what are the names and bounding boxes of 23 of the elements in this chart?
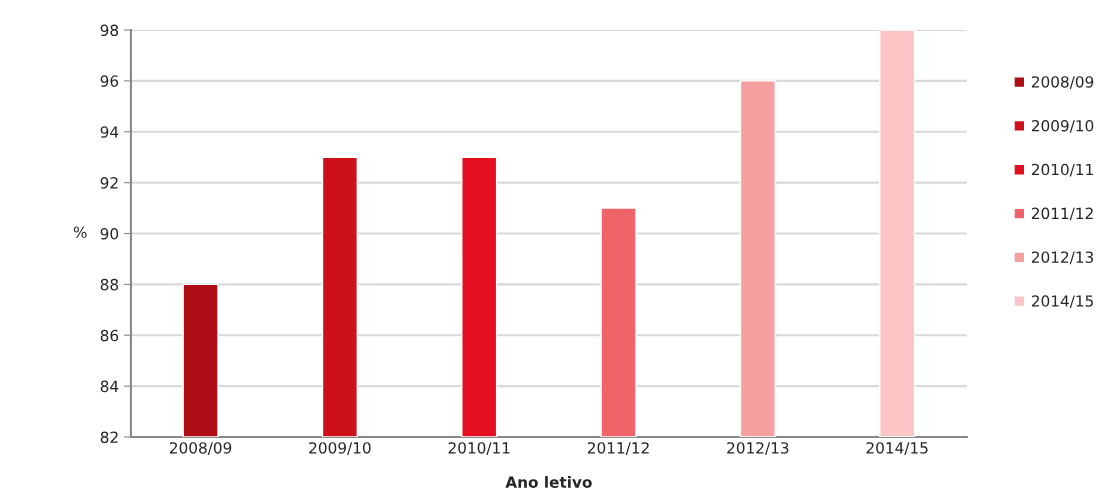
y-tick-label: 90 (100, 227, 119, 240)
y-tick-label: 88 (100, 278, 119, 291)
y-tick-label: 82 (100, 431, 118, 444)
x-tick-label: 2010/11 (448, 442, 510, 455)
legend-label: 2014/15 (1031, 295, 1093, 308)
x-axis-title: Ano letivo (505, 476, 592, 488)
x-tick-label: 2009/10 (309, 442, 371, 455)
y-tick-label: 84 (100, 380, 119, 393)
y-tick-label: 96 (100, 75, 119, 87)
y-tick-label: 98 (100, 24, 119, 37)
x-tick-label: 2008/09 (169, 442, 232, 455)
legend-label: 2008/09 (1031, 76, 1094, 89)
legend-label: 2010/11 (1031, 163, 1093, 177)
legend-label: 2009/10 (1031, 119, 1094, 133)
x-tick-label: 2012/13 (727, 442, 789, 455)
y-tick-label: 94 (100, 126, 119, 138)
y-tick-label: 86 (100, 329, 119, 342)
y-axis-title: % (73, 226, 87, 238)
legend-label: 2012/13 (1031, 251, 1094, 265)
legend-label: 2011/12 (1031, 207, 1093, 221)
y-tick-label: 92 (100, 177, 118, 189)
x-tick-label: 2014/15 (866, 442, 928, 455)
x-tick-label: 2011/12 (587, 442, 649, 455)
